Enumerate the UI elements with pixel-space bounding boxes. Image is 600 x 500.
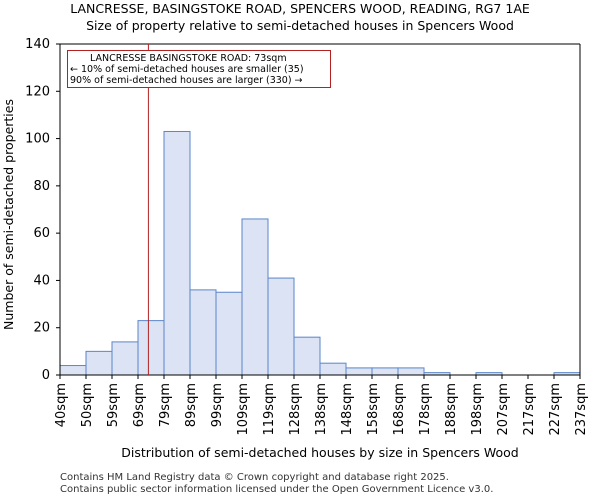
histogram-bar <box>215 291 243 376</box>
histogram-bar <box>111 341 139 376</box>
y-tick-label: 20 <box>33 321 50 336</box>
x-tick-label: 50sqm <box>80 383 95 427</box>
x-tick-label: 188sqm <box>444 383 459 436</box>
x-tick-label: 237sqm <box>574 383 589 436</box>
histogram-bar <box>137 320 165 376</box>
histogram-bar <box>267 277 295 376</box>
footer-copyright: Contains HM Land Registry data © Crown c… <box>60 472 449 483</box>
x-tick-label: 138sqm <box>314 383 329 436</box>
x-tick-label: 128sqm <box>288 383 303 436</box>
histogram-bar <box>293 336 321 376</box>
x-tick-label: 89sqm <box>184 383 199 427</box>
y-tick-label: 60 <box>33 226 50 241</box>
y-tick-label: 80 <box>33 179 50 194</box>
y-tick-label: 0 <box>42 368 50 383</box>
x-tick-label: 198sqm <box>470 383 485 436</box>
property-annotation-box: LANCRESSE BASINGSTOKE ROAD: 73sqm ← 10% … <box>67 50 331 88</box>
x-tick-label: 79sqm <box>158 383 173 427</box>
x-tick-label: 59sqm <box>106 383 121 427</box>
x-tick-label: 158sqm <box>366 383 381 436</box>
histogram-bar <box>319 362 347 376</box>
histogram-chart: 0 20 40 60 80 100 120 140 40sqm 50sqm 59sqm 69sqm 79… <box>1 37 589 460</box>
histogram-bar <box>163 130 191 376</box>
y-axis-label: Number of semi-detached properties <box>1 99 16 330</box>
histogram-bar <box>345 367 373 376</box>
x-tick-label: 178sqm <box>418 383 433 436</box>
histogram-bar <box>397 367 425 376</box>
histogram-bar <box>371 367 399 376</box>
x-tick-label: 207sqm <box>496 383 511 436</box>
annotation-line-property: LANCRESSE BASINGSTOKE ROAD: 73sqm <box>90 53 287 64</box>
y-tick-label: 140 <box>25 37 50 52</box>
x-tick-label: 148sqm <box>340 383 355 436</box>
annotation-line-larger: 90% of semi-detached houses are larger (… <box>70 75 303 86</box>
y-tick-label: 100 <box>25 132 50 147</box>
footer-licence: Contains public sector information licen… <box>60 484 494 495</box>
histogram-bar <box>189 289 217 376</box>
chart-title-line1: LANCRESSE, BASINGSTOKE ROAD, SPENCERS WO… <box>70 1 530 16</box>
histogram-bar <box>59 365 87 376</box>
x-tick-label: 69sqm <box>132 383 147 427</box>
histogram-bar <box>85 350 113 376</box>
chart-subtitle: Size of property relative to semi-detach… <box>86 18 514 33</box>
x-tick-label: 168sqm <box>392 383 407 436</box>
x-axis-label: Distribution of semi-detached houses by … <box>121 445 518 460</box>
x-tick-label: 99sqm <box>210 383 225 427</box>
x-tick-label: 217sqm <box>522 383 537 436</box>
y-tick-label: 40 <box>33 273 50 288</box>
histogram-bar <box>241 218 269 376</box>
x-tick-label: 119sqm <box>262 383 277 436</box>
y-tick-label: 120 <box>25 84 50 99</box>
annotation-line-smaller: ← 10% of semi-detached houses are smalle… <box>70 64 304 75</box>
x-tick-label: 40sqm <box>54 383 69 427</box>
x-tick-label: 227sqm <box>548 383 563 436</box>
x-tick-label: 109sqm <box>236 383 251 436</box>
